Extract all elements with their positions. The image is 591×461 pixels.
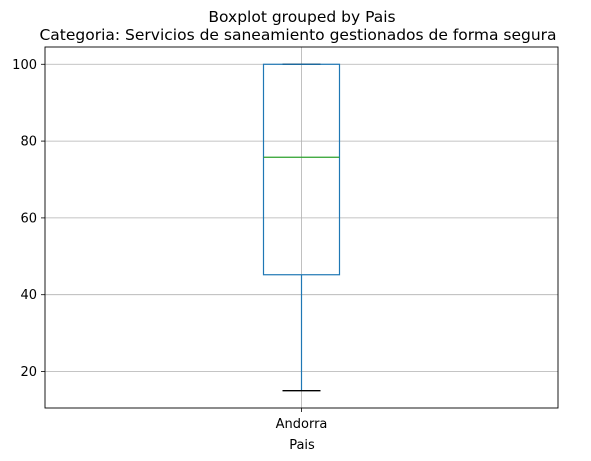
chart-title: Categoria: Servicios de saneamiento gest… <box>39 26 556 44</box>
x-tick-label: Andorra <box>276 417 328 432</box>
x-axis-label: Pais <box>289 438 315 453</box>
y-tick-label: 20 <box>20 365 37 380</box>
y-axis-ticks: 20 40 60 80 100 <box>12 58 45 380</box>
y-tick-label: 40 <box>20 288 37 303</box>
x-axis-ticks: Andorra <box>276 408 328 432</box>
chart-suptitle: Boxplot grouped by Pais <box>208 8 395 26</box>
box-iqr <box>262 63 341 276</box>
boxes-group <box>262 63 341 392</box>
y-tick-label: 60 <box>20 211 37 226</box>
box-andorra <box>262 63 341 392</box>
y-tick-label: 100 <box>12 58 37 73</box>
y-tick-label: 80 <box>20 135 37 150</box>
